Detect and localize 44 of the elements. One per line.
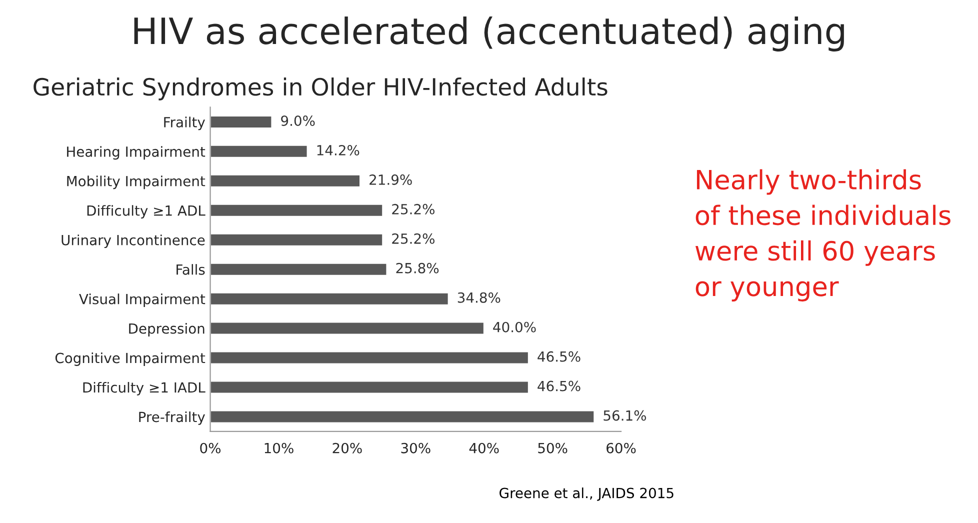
x-tick-label: 40% <box>469 442 499 454</box>
data-label: 46.5% <box>538 380 580 392</box>
chart-subtitle: Geriatric Syndromes in Older HIV-Infected Adults <box>34 77 608 100</box>
bar <box>210 350 530 365</box>
y-tick-label: Difficulty ≥1 ADL <box>87 205 206 219</box>
bar <box>210 204 384 218</box>
bar <box>210 115 273 129</box>
bar <box>210 262 388 276</box>
data-label: 34.8% <box>458 292 500 303</box>
data-label: 40.0% <box>493 322 536 332</box>
data-label: 46.5% <box>538 351 580 362</box>
data-label: 25.2% <box>392 233 434 244</box>
bar <box>210 232 384 247</box>
data-label: 21.9% <box>370 174 412 185</box>
text: Nearly two-thirds of these individuals were still 60 years or younger <box>695 169 950 302</box>
y-tick-label: Cognitive Impairment <box>55 352 206 366</box>
data-label: 25.8% <box>396 262 439 274</box>
data-label: 56.1% <box>604 410 646 421</box>
x-tick-label: 50% <box>538 442 568 454</box>
y-tick-label: Depression <box>129 323 204 336</box>
y-tick-label: Visual Impairment <box>79 294 206 307</box>
y-tick-label: Difficulty ≥1 IADL <box>83 382 206 396</box>
bar <box>210 174 361 188</box>
data-label: 14.2% <box>317 144 360 156</box>
y-tick-label: Frailty <box>164 116 205 130</box>
chart-title: HIV as accelerated (accentuated) aging <box>134 16 844 52</box>
bar <box>210 144 308 158</box>
y-tick-label: Urinary Incontinence <box>62 234 205 248</box>
y-tick-label: Pre-frailty <box>139 411 205 425</box>
text: Greene et al., JAIDS 2015 <box>500 488 674 501</box>
bar <box>210 321 485 336</box>
x-tick-label: 60% <box>606 442 636 454</box>
bar <box>210 410 596 424</box>
x-tick-label: 10% <box>264 442 294 454</box>
x-tick-label: 0% <box>200 442 221 454</box>
bar <box>210 380 530 394</box>
y-tick-label: Hearing Impairment <box>67 146 206 160</box>
data-label: 25.2% <box>392 204 434 214</box>
y-tick-label: Mobility Impairment <box>67 176 206 190</box>
y-tick-label: Falls <box>176 264 205 275</box>
data-label: 9.0% <box>281 115 315 126</box>
x-tick-label: 30% <box>401 442 430 454</box>
bar <box>210 292 450 306</box>
x-tick-label: 20% <box>332 442 362 454</box>
